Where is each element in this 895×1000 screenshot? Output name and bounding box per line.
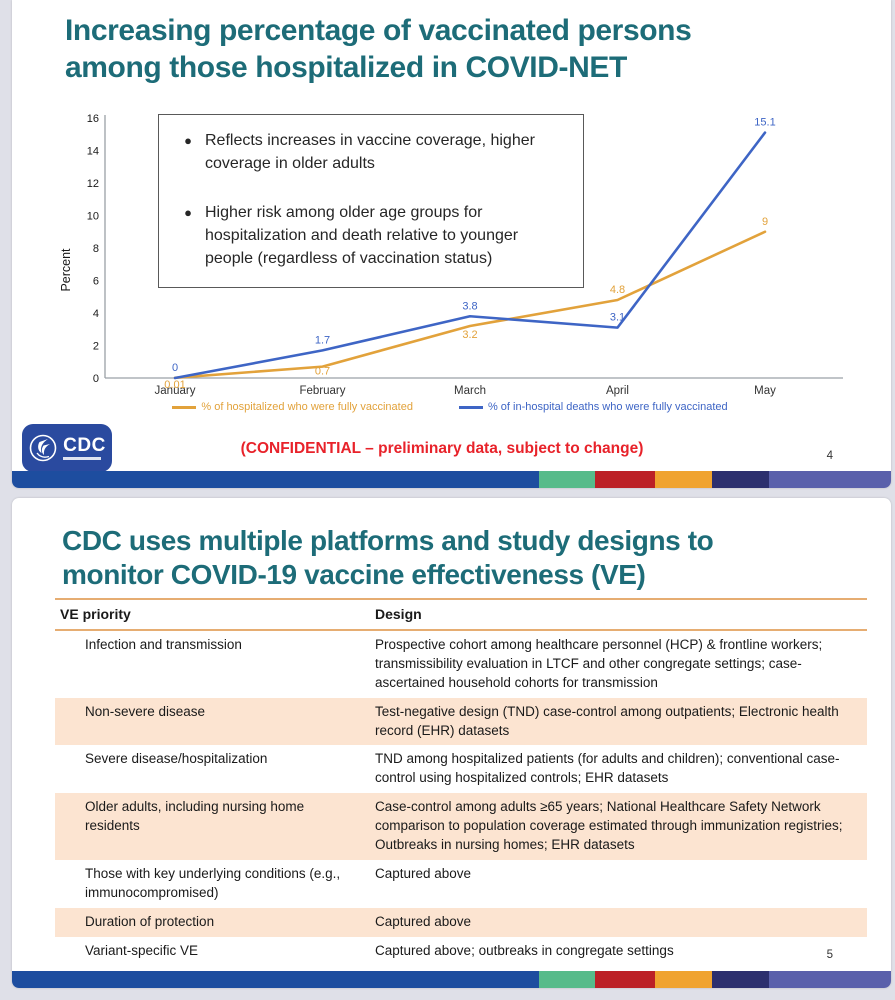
data-point-label: 3.1 [610,312,625,324]
footer-bar-segment [594,971,655,988]
x-tick-label: April [606,385,629,397]
page-number: 4 [826,450,833,462]
table-row: Non-severe disease Test-negative design … [55,697,867,746]
footer-bar-segment [768,471,891,488]
table-row: Older adults, including nursing home res… [55,793,867,860]
cell-design: Case-control among adults ≥65 years; Nat… [375,799,843,853]
footer-bar-segment [539,471,595,488]
page-number: 5 [826,949,833,961]
table-row: Variant-specific VE Captured above; outb… [55,937,867,966]
y-tick-label: 14 [87,146,99,158]
cell-design: TND among hospitalized patients (for adu… [375,751,840,786]
data-point-label: 3.2 [462,329,477,341]
footer-color-bar [12,471,891,488]
footer-bar-segment [768,971,891,988]
header-design: Design [375,606,422,622]
data-point-label: 3.8 [462,300,477,312]
chart-legend: % of hospitalized who were fully vaccina… [55,401,845,413]
x-tick-label: March [454,385,486,397]
footer-bar-segment [711,471,769,488]
table-row: Severe disease/hospitalization TND among… [55,745,867,793]
footer-bar-segment [594,471,655,488]
confidential-notice: (CONFIDENTIAL – preliminary data, subjec… [240,440,644,457]
chart-series-line [173,230,767,380]
slide-ve-platforms: CDC uses multiple platforms and study de… [12,498,891,988]
legend-item-hospitalized: % of hospitalized who were fully vaccina… [172,401,413,413]
footer-bar-segment [711,971,769,988]
footer-bar-segment [654,971,712,988]
data-point-label: 4.8 [610,284,625,296]
line-chart: 0 2 4 6 8 10 12 14 16 Percent January February March… [59,113,843,397]
cdc-logo-text-block: CDC [63,436,106,460]
bullet-icon: ● [184,205,192,221]
x-tick-label: May [754,385,776,397]
table-header-row: VE priority Design [55,598,867,631]
y-tick-label: 4 [93,308,99,320]
cell-design: Captured above; outbreaks in congregate … [375,942,674,958]
data-point-label: 1.7 [315,334,330,346]
cell-priority: Infection and transmission [85,637,242,652]
x-tick-label: February [299,385,345,397]
cell-design: Captured above [375,913,472,929]
cdc-logo: CDC [22,424,112,472]
callout-box: ● Reflects increases in vaccine coverage… [158,114,584,288]
cdc-logo-text: CDC [63,435,106,456]
x-tick-label: January [155,385,196,397]
legend-label: % of in-hospital deaths who were fully v… [487,401,728,413]
data-point-label: 0.7 [315,366,330,378]
y-tick-label: 10 [87,211,99,223]
cell-design: Prospective cohort among healthcare pers… [375,637,823,690]
cell-design: Captured above [375,865,472,881]
y-tick-label: 16 [87,113,99,125]
slide1-title: Increasing percentage of vaccinated pers… [65,14,692,84]
y-tick-label: 6 [93,276,99,288]
cell-priority: Variant-specific VE [85,942,199,958]
y-tick-label: 0 [93,373,99,385]
callout-bullet-text: Reflects increases in vaccine coverage, … [205,132,535,172]
legend-swatch-orange-icon [172,405,197,409]
data-point-label: 9 [762,216,768,228]
cell-priority: Severe disease/hospitalization [85,751,268,767]
data-point-label: 15.1 [754,117,775,129]
y-tick-label: 2 [93,341,99,353]
y-axis-title: Percent [59,248,73,292]
footer-color-bar [12,971,891,988]
cell-priority: Duration of protection [85,913,215,929]
slide-covid-net: Increasing percentage of vaccinated pers… [12,0,891,488]
hhs-eagle-icon [29,434,57,462]
table-row: Duration of protection Captured above [55,907,867,937]
bullet-icon: ● [184,133,192,148]
cell-priority: Older adults, including nursing home res… [85,799,305,834]
legend-item-deaths: % of in-hospital deaths who were fully v… [458,401,728,413]
ve-table: VE priority Design Infection and transmi… [55,598,867,965]
slide2-title: CDC uses multiple platforms and study de… [62,525,714,591]
callout-bullet: ● Higher risk among older age groups for… [171,202,569,270]
y-tick-label: 12 [87,178,99,190]
cdc-logo-underline [63,457,102,460]
footer-bar-segment [12,471,540,488]
legend-label: % of hospitalized who were fully vaccina… [201,401,413,413]
chart-series-line [173,131,767,380]
y-tick-label: 8 [93,243,99,255]
table-row: Those with key underlying conditions (e.… [55,860,867,908]
footer-bar-segment [12,971,540,988]
header-ve-priority: VE priority [60,606,131,622]
data-point-label: 0.01 [164,379,185,391]
callout-bullet-text: Higher risk among older age groups for h… [205,204,519,267]
cell-priority: Those with key underlying conditions (e.… [85,865,341,900]
cell-priority: Non-severe disease [85,703,206,719]
table-row: Infection and transmission Prospective c… [55,631,867,698]
footer-bar-segment [654,471,712,488]
legend-swatch-blue-icon [458,405,483,409]
callout-bullet: ● Reflects increases in vaccine coverage… [171,130,569,175]
data-point-label: 0 [172,362,178,374]
cell-design: Test-negative design (TND) case-control … [375,703,839,738]
footer-bar-segment [539,971,595,988]
